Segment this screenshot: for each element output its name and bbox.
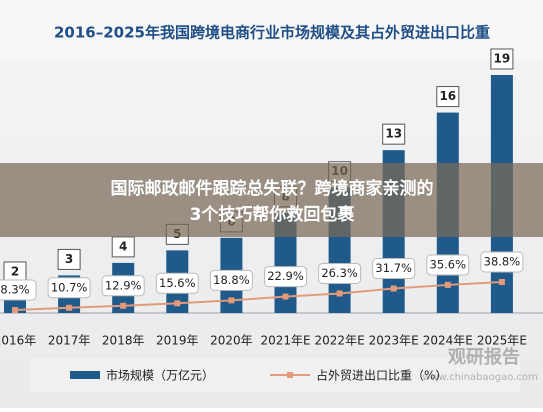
line-label: 18.8% xyxy=(213,273,250,287)
line-label: 15.6% xyxy=(159,276,196,290)
legend: 市场规模（万亿元） 占外贸进出口比重（%） xyxy=(70,368,447,383)
bar-label-box xyxy=(57,248,81,270)
bar-label: 16 xyxy=(439,89,456,103)
line-marker xyxy=(228,297,235,304)
line-marker xyxy=(174,300,181,307)
bar-label-box xyxy=(382,123,406,145)
x-tick-label: 2017年 xyxy=(48,334,91,348)
x-tick-label: 2019年 xyxy=(156,334,199,348)
line-marker xyxy=(444,281,451,288)
line-label-box xyxy=(426,254,470,276)
line-marker xyxy=(336,290,343,297)
line-label-box xyxy=(318,262,362,284)
x-tick-label: 2024年E xyxy=(423,334,473,348)
x-tick-label: 2016年 xyxy=(0,334,36,348)
line-marker xyxy=(498,279,505,285)
x-tick-label: 2018年 xyxy=(102,334,145,348)
line-label-box xyxy=(372,258,416,280)
line-marker xyxy=(12,307,18,313)
line-label-box xyxy=(0,279,37,301)
line-marker xyxy=(120,302,127,309)
line-label: 8.3% xyxy=(0,283,29,297)
bar xyxy=(274,212,297,313)
bar-label: 4 xyxy=(119,239,127,253)
line-label: 26.3% xyxy=(321,266,358,280)
legend-label: 市场规模（万亿元） xyxy=(106,368,214,383)
x-tick-label: 2022年E xyxy=(315,334,365,348)
overlay-band xyxy=(0,163,543,237)
bar-label: 19 xyxy=(494,52,511,66)
line-label: 22.9% xyxy=(267,269,304,283)
line-label: 38.8% xyxy=(484,255,521,269)
line-label-box xyxy=(47,277,91,299)
line-label: 12.9% xyxy=(105,278,142,292)
line-label: 10.7% xyxy=(51,280,88,294)
line-label-box xyxy=(264,266,307,288)
title-band xyxy=(0,0,543,60)
bar-label: 3 xyxy=(65,252,73,266)
line-label-box xyxy=(480,251,524,273)
legend-swatch xyxy=(70,371,100,379)
overlay-line: 3个技巧帮你救回包裹 xyxy=(190,204,356,225)
bar-label: 13 xyxy=(385,127,402,141)
bar-label-box xyxy=(490,48,514,70)
legend-label: 占外贸进出口比重（%） xyxy=(316,368,447,383)
overlay-line: 国际邮政邮件跟踪总失联？跨境商家亲测的 xyxy=(111,178,434,199)
legend-swatch xyxy=(287,372,293,378)
x-tick-label: 2020年 xyxy=(210,334,253,348)
watermark-url: www.chinabaogao.com xyxy=(422,372,537,383)
line-label: 35.6% xyxy=(430,257,467,271)
x-tick-label: 2021年E xyxy=(260,334,310,348)
bar-label: 2 xyxy=(11,264,19,278)
chart-title: 2016–2025年我国跨境电商行业市场规模及其占外贸进出口比重 xyxy=(54,24,490,42)
line-marker xyxy=(282,293,289,300)
line-label-box xyxy=(155,272,199,294)
watermark-brand: 观研报告 xyxy=(448,346,520,368)
x-tick-label: 2023年E xyxy=(369,334,419,348)
line-label: 31.7% xyxy=(375,261,412,275)
bar-label-box xyxy=(436,86,460,108)
line-label-box xyxy=(209,269,253,291)
line-label-box xyxy=(101,275,145,297)
x-tick-label: 2025年E xyxy=(477,334,527,348)
line-marker xyxy=(390,285,397,292)
line xyxy=(14,281,502,311)
line-marker xyxy=(66,304,73,311)
